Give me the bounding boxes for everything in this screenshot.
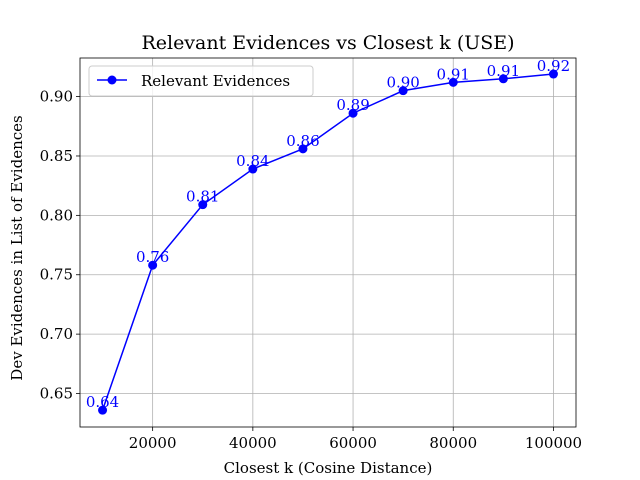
grid-lines <box>80 58 576 427</box>
y-tick-label: 0.90 <box>40 88 73 106</box>
data-point <box>148 260 158 270</box>
y-tick-label: 0.70 <box>40 325 73 343</box>
data-label: 0.84 <box>236 152 269 170</box>
data-label: 0.64 <box>86 393 119 411</box>
data-label: 0.86 <box>286 132 319 150</box>
y-tick-label: 0.75 <box>40 266 73 284</box>
data-point <box>248 164 258 174</box>
x-tick-label: 20000 <box>129 434 177 452</box>
axes: 20000 40000 60000 80000 100000 0.65 0.70 0.75 0.… <box>40 57 582 452</box>
legend-entry-label: Relevant Evidences <box>141 72 290 90</box>
data-point <box>198 200 208 210</box>
data-label: 0.81 <box>186 188 219 206</box>
series-relevant-evidences <box>98 69 558 415</box>
data-labels: 0.64 0.76 0.81 0.84 0.86 0.89 0.90 0.91 0.91 0.92 <box>86 57 570 411</box>
legend: Relevant Evidences <box>88 65 314 97</box>
data-label: 0.76 <box>136 248 169 266</box>
y-tick-label: 0.85 <box>40 147 73 165</box>
data-point <box>448 77 458 87</box>
data-point <box>548 69 558 79</box>
x-tick-label: 60000 <box>329 434 377 452</box>
x-tick-label: 100000 <box>525 434 582 452</box>
data-label: 0.91 <box>437 65 470 83</box>
data-label: 0.91 <box>487 62 520 80</box>
x-tick-label: 40000 <box>229 434 277 452</box>
chart-title: Relevant Evidences vs Closest k (USE) <box>141 32 514 54</box>
data-label: 0.89 <box>336 96 369 114</box>
data-point <box>398 86 408 96</box>
y-axis-label: Dev Evidences in List of Evidences <box>8 115 26 380</box>
series-line <box>101 73 554 411</box>
data-point <box>98 405 108 415</box>
x-axis-label: Closest k (Cosine Distance) <box>224 459 433 477</box>
x-tick-label: 80000 <box>429 434 477 452</box>
data-label: 0.90 <box>386 74 419 92</box>
data-point <box>298 144 308 154</box>
legend-marker-swatch <box>107 75 117 85</box>
y-tick-label: 0.80 <box>40 206 73 224</box>
legend-box <box>88 65 314 97</box>
data-label: 0.92 <box>537 57 570 75</box>
plot-frame <box>79 57 577 428</box>
data-point <box>348 108 358 118</box>
data-point <box>498 74 508 84</box>
y-tick-label: 0.65 <box>40 385 73 403</box>
